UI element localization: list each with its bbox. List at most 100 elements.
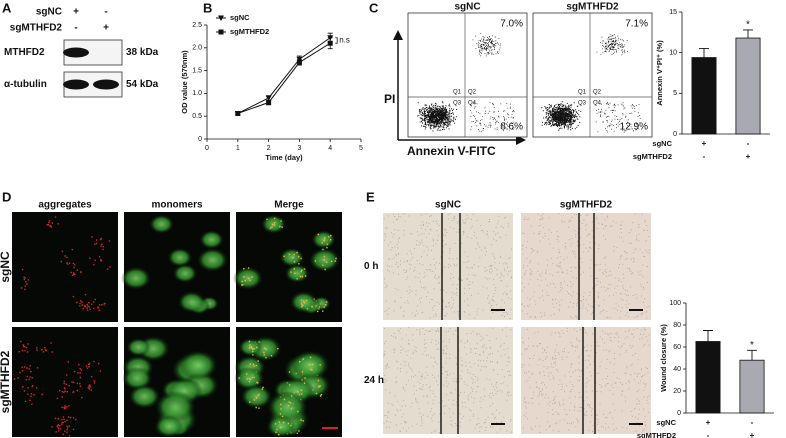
flow-dots	[541, 34, 641, 133]
red-dots	[36, 342, 53, 353]
y-tick-label: 2.5	[192, 22, 202, 29]
arrow-head	[516, 135, 526, 145]
panel-label: B	[203, 0, 212, 15]
column-header: sgNC	[435, 200, 461, 211]
red-dots	[46, 216, 59, 228]
micrograph	[521, 327, 651, 434]
panel-label: C	[369, 0, 379, 15]
blot-band	[63, 47, 89, 58]
marker	[265, 95, 272, 101]
condition-label: sgMTHFD2	[637, 431, 676, 438]
column-header: aggregates	[38, 200, 92, 211]
cell-green	[240, 384, 273, 409]
panel-label: D	[2, 189, 11, 204]
micrograph	[12, 327, 118, 437]
y-tick-label: 1.5	[192, 67, 202, 74]
flow-percent: 7.1%	[625, 19, 648, 30]
cell-green	[238, 337, 263, 357]
red-dots	[18, 340, 29, 353]
red-dots	[238, 373, 259, 384]
legend-label: sgNC	[230, 13, 250, 22]
bar	[695, 341, 721, 414]
condition-label: sgNC	[36, 7, 62, 18]
y-tick-label: 40	[673, 366, 681, 373]
row-label: 0 h	[364, 261, 378, 272]
red-dots	[93, 298, 106, 312]
red-dots	[266, 217, 283, 229]
quadrant-label: Q2	[468, 90, 477, 96]
cell-green	[311, 230, 336, 250]
legend-marker	[218, 15, 224, 21]
y-axis-label: OD value (570nm)	[180, 50, 189, 114]
cell-green	[178, 350, 218, 381]
y-tick-label: 0.5	[192, 113, 202, 120]
row-label: sgNC	[0, 251, 12, 283]
error-bar	[747, 349, 757, 361]
panel-label: A	[2, 0, 12, 15]
red-dots	[20, 268, 30, 291]
band-size: 38 kDa	[126, 47, 159, 58]
flow-dots	[417, 33, 516, 133]
cell-green	[172, 263, 198, 283]
flow-percent: 7.0%	[500, 19, 523, 30]
condition-mark: -	[707, 431, 710, 438]
flow-percent: 12.9%	[620, 122, 648, 133]
cell-green	[232, 266, 264, 290]
condition-label: sgMTHFD2	[633, 152, 672, 161]
cell-green	[290, 350, 330, 381]
condition-mark: -	[104, 7, 107, 18]
red-dots	[61, 424, 75, 437]
x-axis-label: Time (day)	[265, 153, 303, 162]
quadrant-label: Q3	[578, 101, 587, 107]
x-tick-label: 2	[267, 145, 271, 152]
bar	[691, 57, 717, 135]
row-label: 24 h	[364, 375, 384, 386]
condition-label: sgNC	[652, 139, 672, 148]
micrograph	[383, 213, 513, 320]
condition-mark: -	[703, 152, 706, 161]
x-tick-label: 1	[236, 145, 240, 152]
marker	[296, 59, 302, 65]
micrograph	[521, 213, 651, 320]
flow-sample: sgMTHFD2	[566, 2, 619, 13]
red-dots	[288, 382, 306, 405]
bar	[735, 37, 761, 135]
error-bar	[699, 48, 709, 58]
cell-green	[177, 291, 206, 313]
cell-green	[154, 390, 196, 423]
y-tick-label: 0	[673, 131, 677, 138]
x-tick-label: 0	[205, 145, 209, 152]
blot-band	[63, 79, 89, 90]
annotation: *	[746, 20, 750, 31]
red-dots	[72, 294, 88, 310]
quadrant-label: Q3	[453, 101, 462, 107]
x-tick-label: 4	[328, 145, 332, 152]
y-tick-label: 15	[669, 9, 677, 16]
micrograph	[12, 212, 118, 322]
red-dots	[66, 361, 83, 383]
y-tick-label: 2.0	[192, 45, 202, 52]
line	[237, 37, 331, 114]
flow-x-label: Annexin V-FITC	[407, 144, 496, 158]
condition-mark: -	[747, 139, 750, 148]
cell-green	[266, 415, 296, 438]
red-dots	[60, 248, 76, 266]
blot-band	[93, 79, 119, 90]
decoration	[12, 12, 653, 438]
red-dots	[70, 266, 82, 276]
cell-green	[289, 291, 318, 313]
flow-sample: sgNC	[454, 2, 480, 13]
panel-label: E	[366, 189, 375, 204]
cell-green	[149, 214, 175, 234]
x-tick-label: 3	[297, 145, 301, 152]
x-tick-label: 5	[359, 145, 363, 152]
row-label: sgMTHFD2	[0, 350, 12, 413]
condition-mark: -	[751, 418, 754, 427]
y-tick-label: 0	[677, 410, 681, 417]
y-tick-label: 10	[669, 50, 677, 57]
legend-label: sgMTHFD2	[230, 27, 269, 36]
red-dots	[19, 365, 39, 378]
marker	[266, 100, 272, 106]
bar	[739, 359, 765, 414]
red-dots	[79, 380, 96, 391]
